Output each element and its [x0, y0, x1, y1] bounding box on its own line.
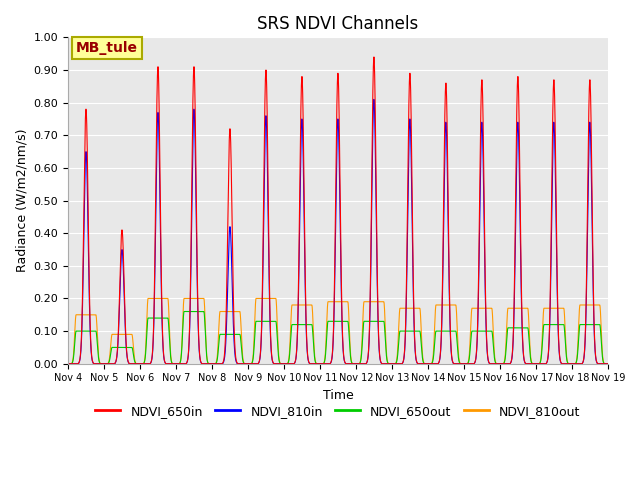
NDVI_650out: [602, 361, 610, 367]
NDVI_650in: [489, 361, 497, 367]
NDVI_810in: [174, 361, 182, 367]
NDVI_810out: [604, 361, 612, 367]
NDVI_650out: [266, 318, 274, 324]
NDVI_650in: [604, 361, 612, 367]
X-axis label: Time: Time: [323, 389, 353, 402]
NDVI_810out: [266, 296, 274, 301]
NDVI_650in: [64, 361, 72, 367]
Text: MB_tule: MB_tule: [76, 41, 138, 55]
NDVI_650in: [602, 361, 610, 367]
NDVI_650out: [64, 361, 72, 367]
NDVI_650in: [413, 358, 420, 363]
NDVI_650out: [174, 361, 182, 367]
Title: SRS NDVI Channels: SRS NDVI Channels: [257, 15, 419, 33]
NDVI_810out: [144, 296, 152, 301]
NDVI_810out: [180, 300, 188, 306]
Line: NDVI_650in: NDVI_650in: [68, 57, 608, 364]
NDVI_810in: [489, 361, 497, 367]
NDVI_650out: [180, 313, 188, 319]
NDVI_650out: [489, 338, 497, 344]
NDVI_810in: [602, 361, 610, 367]
NDVI_650out: [604, 361, 612, 367]
NDVI_810out: [489, 323, 497, 328]
Line: NDVI_650out: NDVI_650out: [68, 312, 608, 364]
NDVI_650in: [266, 314, 274, 320]
NDVI_810out: [64, 361, 72, 367]
NDVI_810out: [602, 361, 610, 367]
NDVI_810out: [413, 305, 420, 311]
NDVI_810in: [180, 361, 188, 367]
Legend: NDVI_650in, NDVI_810in, NDVI_650out, NDVI_810out: NDVI_650in, NDVI_810in, NDVI_650out, NDV…: [90, 400, 586, 423]
Line: NDVI_810in: NDVI_810in: [68, 99, 608, 364]
NDVI_650out: [180, 309, 188, 314]
NDVI_810in: [413, 358, 420, 364]
NDVI_650out: [413, 328, 420, 334]
NDVI_650in: [370, 54, 378, 60]
NDVI_650in: [180, 361, 188, 367]
NDVI_810in: [266, 322, 274, 327]
NDVI_810in: [604, 361, 612, 367]
Line: NDVI_810out: NDVI_810out: [68, 299, 608, 364]
NDVI_810in: [64, 361, 72, 367]
NDVI_810in: [370, 96, 378, 102]
NDVI_810out: [174, 361, 182, 367]
NDVI_650in: [174, 361, 182, 367]
Y-axis label: Radiance (W/m2/nm/s): Radiance (W/m2/nm/s): [15, 129, 28, 272]
